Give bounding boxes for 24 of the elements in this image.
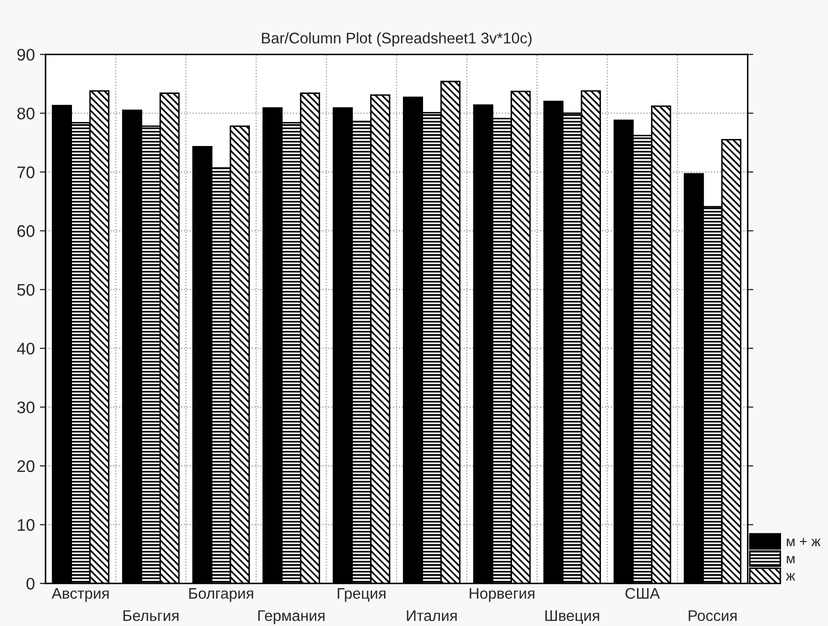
- x-tick-label: Италия: [406, 610, 457, 622]
- chart-title: Bar/Column Plot (Spreadsheet1 3v*10c): [262, 32, 532, 47]
- x-tick-label: Греция: [338, 588, 386, 602]
- x-tick-label: Германия: [258, 610, 324, 624]
- y-tick-label: 70: [17, 166, 34, 178]
- y-tick-label: 60: [17, 225, 34, 237]
- legend-label: м + ж: [786, 538, 821, 546]
- x-tick-label: Швеция: [545, 610, 600, 624]
- legend-label: м: [786, 556, 794, 564]
- y-tick-label: 0: [26, 578, 34, 590]
- x-tick-label: США: [626, 588, 660, 599]
- y-tick-label: 20: [17, 460, 34, 472]
- y-tick-label: 90: [17, 48, 34, 61]
- x-tick-label: Россия: [688, 610, 737, 622]
- y-tick-label: 40: [16, 342, 34, 355]
- legend-label: ж: [786, 573, 796, 581]
- x-tick-label: Норвегия: [470, 588, 534, 602]
- x-tick-label: Бельгия: [123, 610, 178, 622]
- y-tick-label: 30: [17, 402, 34, 414]
- y-tick-label: 80: [17, 108, 34, 120]
- x-tick-label: Болгария: [189, 588, 254, 602]
- x-tick-label: Австрия: [52, 588, 109, 602]
- y-tick-label: 50: [17, 284, 34, 296]
- y-tick-label: 10: [18, 519, 34, 531]
